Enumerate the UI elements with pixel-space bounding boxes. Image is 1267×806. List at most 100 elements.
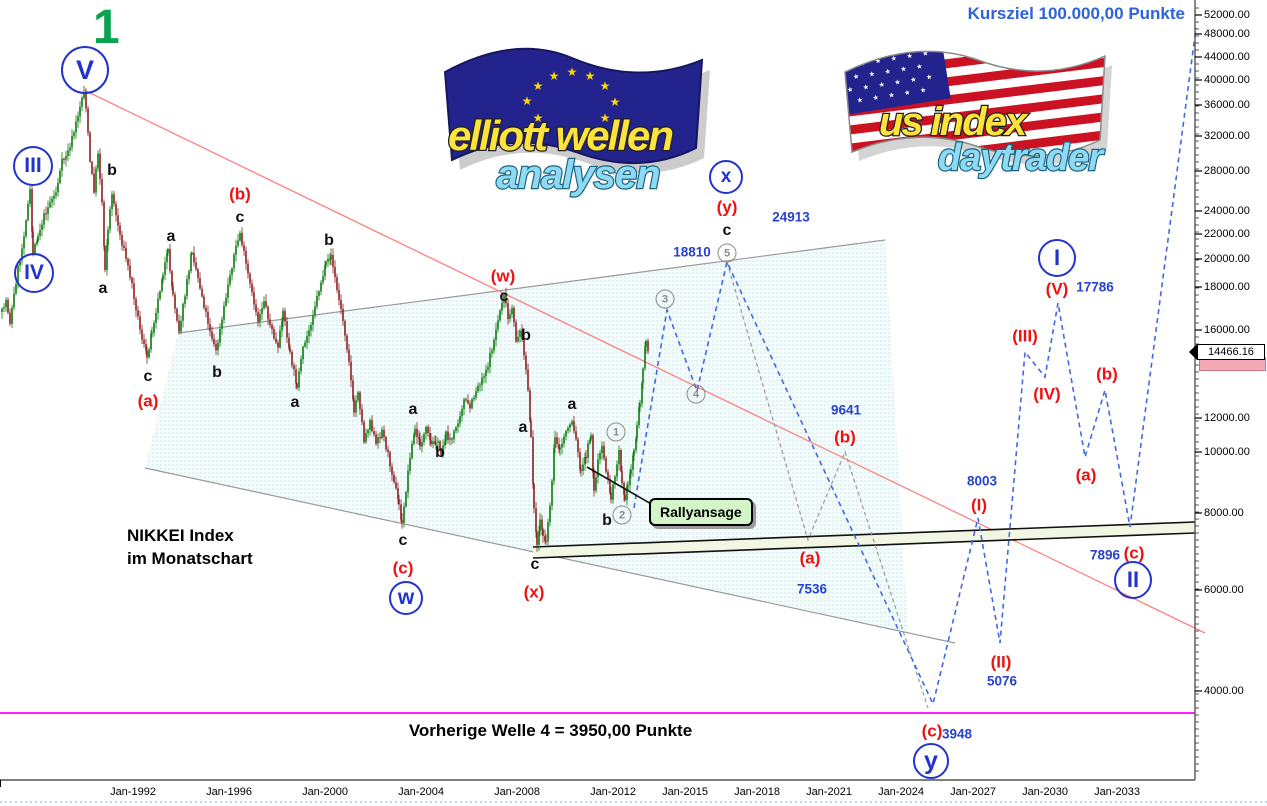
svg-text:★: ★	[906, 52, 913, 61]
y-tick-label: 32000.00	[1204, 130, 1250, 142]
y-tick-label: 44000.00	[1204, 51, 1250, 63]
minor-wave-circle-1: 1	[606, 422, 626, 442]
wave-label-c: (c)	[1123, 543, 1145, 563]
price-target-3948: 3948	[941, 726, 973, 742]
eu-logo-line2: analysen	[496, 153, 659, 197]
x-tick-label: Jan-2033	[1094, 786, 1140, 798]
x-tick-label: Jan-2024	[878, 786, 924, 798]
y-tick-label: 8000.00	[1204, 507, 1244, 519]
y-tick-label: 48000.00	[1204, 28, 1250, 40]
x-tick-label: Jan-2015	[662, 786, 708, 798]
wave-label-a: (a)	[1075, 465, 1097, 485]
rally-callout: Rallyansage	[649, 498, 753, 526]
svg-text:★: ★	[890, 54, 897, 63]
candlesticks	[1, 85, 649, 552]
svg-text:★: ★	[900, 65, 907, 74]
wave-label-x: (x)	[523, 582, 545, 602]
support-zone	[533, 522, 1195, 558]
svg-text:★: ★	[925, 73, 932, 82]
wave-one-label: 1	[93, 1, 120, 54]
eu-stars-icon: ★★★ ★ ★★ ★★★	[522, 65, 621, 125]
blue-projection-path	[633, 27, 1197, 707]
callout-pointer-line	[586, 466, 661, 510]
minor-wave-circle-5: 5	[717, 243, 737, 263]
y-tick-label: 36000.00	[1204, 99, 1250, 111]
wave-circle-y: y	[913, 743, 949, 779]
wave-circle-II: II	[1114, 561, 1152, 599]
svg-text:★: ★	[533, 111, 544, 125]
price-target-5076: 5076	[986, 673, 1018, 689]
wave-label-a: a	[166, 228, 176, 245]
x-tick-label: Jan-2000	[302, 786, 348, 798]
svg-text:★: ★	[922, 49, 929, 58]
price-target-17786: 17786	[1076, 279, 1114, 295]
y-tick-label: 28000.00	[1204, 165, 1250, 177]
wave-circle-x: x	[709, 160, 743, 194]
x-tick-label: Jan-2030	[1022, 786, 1068, 798]
wave-label-a: a	[567, 396, 577, 413]
wave-label-a: a	[518, 419, 528, 436]
instrument-title: NIKKEI Index im Monatschart	[127, 525, 253, 571]
wave-label-c: c	[722, 222, 732, 239]
wave-label-a: a	[290, 394, 300, 411]
price-target-label: Kursziel 100.000,00 Punkte	[967, 4, 1185, 23]
price-target-7536: 7536	[796, 581, 828, 597]
svg-text:★: ★	[868, 70, 875, 79]
wave-circle-III: III	[13, 146, 53, 186]
x-tick-label: Jan-2012	[590, 786, 636, 798]
svg-text:★: ★	[884, 67, 891, 76]
svg-text:★: ★	[878, 80, 885, 89]
wave-label-c: c	[235, 209, 245, 226]
wave-label-a: a	[408, 401, 418, 418]
wave-label-III: (III)	[1012, 326, 1038, 346]
svg-text:★: ★	[549, 69, 560, 83]
y-tick-label: 4000.00	[1204, 685, 1244, 697]
current-price-box: 14466.16	[1197, 344, 1265, 360]
y-tick-label: 18000.00	[1204, 281, 1250, 293]
x-tick-label: Jan-2027	[950, 786, 996, 798]
wave-circle-IV: IV	[14, 253, 54, 293]
price-target-24913: 24913	[772, 209, 810, 225]
svg-text:★: ★	[843, 62, 850, 71]
minor-wave-circle-4: 4	[686, 384, 706, 404]
wave-label-w: (w)	[490, 266, 516, 286]
svg-text:★: ★	[600, 79, 611, 93]
y-tick-label: 20000.00	[1204, 253, 1250, 265]
us-logo-line1: us index	[879, 100, 1029, 144]
wave-label-c: (c)	[921, 721, 943, 741]
wave-label-c: c	[143, 368, 153, 385]
wave-label-b: b	[602, 512, 612, 529]
x-tick-label: Jan-2021	[806, 786, 852, 798]
instrument-title-line2: im Monatschart	[127, 548, 253, 568]
wave-label-V: (V)	[1045, 279, 1069, 299]
wave-label-b: b	[521, 327, 531, 344]
eu-logo-line1: elliott wellen	[448, 112, 672, 159]
svg-text:★: ★	[567, 65, 578, 79]
wave-label-a: a	[98, 280, 108, 297]
x-tick-label: Jan-1992	[110, 786, 156, 798]
svg-text:★: ★	[610, 95, 621, 109]
wedge-pattern	[145, 240, 908, 633]
y-tick-label: 52000.00	[1204, 9, 1250, 21]
minor-wave-circle-3: 3	[655, 289, 675, 309]
wave-label-b: b	[107, 162, 117, 179]
gray-projection-path	[726, 261, 929, 709]
instrument-title-line1: NIKKEI Index	[127, 526, 234, 545]
wave-label-a: (a)	[137, 391, 159, 411]
wave-label-b: (b)	[1096, 364, 1118, 384]
wave-label-b: (b)	[834, 427, 856, 447]
x-tick-label: Jan-2008	[494, 786, 540, 798]
wave-label-c: c	[499, 288, 509, 305]
wave-circle-w: w	[389, 581, 423, 615]
svg-text:★: ★	[522, 94, 533, 108]
wave-label-I: (I)	[970, 495, 988, 515]
y-tick-label: 24000.00	[1204, 205, 1250, 217]
y-tick-label: 40000.00	[1204, 74, 1250, 86]
svg-text:★: ★	[874, 57, 881, 66]
x-tick-label: Jan-1996	[206, 786, 252, 798]
svg-text:★: ★	[846, 85, 853, 94]
y-tick-label: 10000.00	[1204, 446, 1250, 458]
